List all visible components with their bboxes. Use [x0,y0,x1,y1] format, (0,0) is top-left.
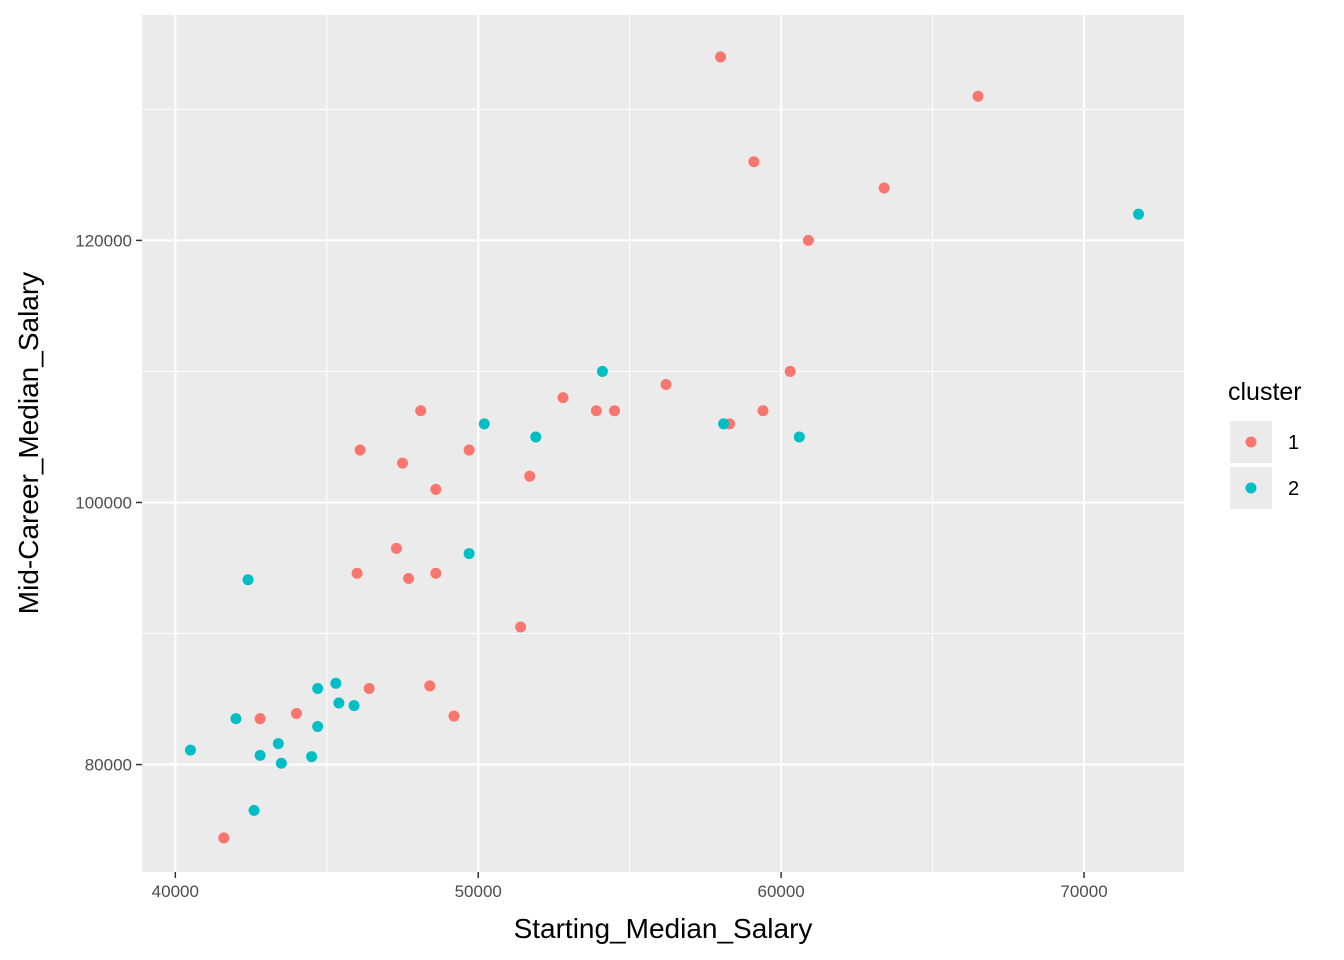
data-point-cluster-1 [430,483,442,495]
panel-background [142,15,1184,872]
data-point-cluster-2 [478,418,490,430]
y-tick-label: 120000 [75,231,132,250]
data-point-cluster-1 [557,392,569,404]
data-point-cluster-2 [530,431,542,443]
data-point-cluster-1 [524,470,536,482]
data-point-cluster-2 [312,683,324,695]
x-axis-title: Starting_Median_Salary [514,913,813,944]
y-axis: 80000 100000 120000 [75,231,142,775]
data-point-cluster-2 [348,700,360,712]
data-point-cluster-1 [351,567,363,579]
x-axis: 40000 50000 60000 70000 [152,872,1108,901]
data-point-cluster-1 [254,713,266,725]
data-points [184,51,1145,844]
x-tick-label: 60000 [757,882,804,901]
data-point-cluster-2 [793,431,805,443]
data-point-cluster-2 [275,757,287,769]
data-point-cluster-2 [330,677,342,689]
data-point-cluster-2 [312,721,324,733]
legend-label: 1 [1288,432,1299,454]
y-tick-label: 100000 [75,493,132,512]
data-point-cluster-2 [248,804,260,816]
data-point-cluster-1 [463,444,475,456]
y-tick-label: 80000 [85,756,132,775]
data-point-cluster-2 [254,749,266,761]
data-point-cluster-1 [784,365,796,377]
data-point-cluster-2 [272,738,284,750]
data-point-cluster-2 [463,548,475,560]
grid-minor [142,15,1184,872]
grid-major [142,15,1184,872]
data-point-cluster-1 [424,680,436,692]
data-point-cluster-1 [415,405,427,417]
data-point-cluster-2 [184,744,196,756]
data-point-cluster-1 [515,621,527,633]
x-tick-label: 40000 [152,882,199,901]
data-point-cluster-2 [596,365,608,377]
data-point-cluster-1 [660,379,672,391]
data-point-cluster-1 [430,567,442,579]
data-point-cluster-1 [802,234,814,246]
data-point-cluster-1 [448,710,460,722]
legend-label: 2 [1288,478,1299,500]
y-axis-title: Mid-Career_Median_Salary [13,272,44,614]
data-point-cluster-2 [1133,208,1145,220]
data-point-cluster-1 [748,156,760,168]
data-point-cluster-1 [403,572,415,584]
data-point-cluster-1 [590,405,602,417]
legend-key-cluster-1 [1245,436,1257,448]
data-point-cluster-2 [242,574,254,586]
data-point-cluster-1 [715,51,727,63]
data-point-cluster-1 [390,542,402,554]
data-point-cluster-1 [878,182,890,194]
data-point-cluster-2 [306,751,318,763]
data-point-cluster-2 [230,713,242,725]
data-point-cluster-2 [333,697,345,709]
x-tick-label: 50000 [455,882,502,901]
data-point-cluster-2 [718,418,730,430]
data-point-cluster-1 [290,707,302,719]
legend-title: cluster [1228,378,1302,406]
data-point-cluster-1 [363,683,375,695]
data-point-cluster-1 [397,457,408,469]
data-point-cluster-1 [218,832,230,844]
legend-items: 12 [1230,421,1299,509]
legend: cluster 12 [1228,378,1302,509]
data-point-cluster-1 [972,90,984,102]
data-point-cluster-1 [354,444,366,456]
legend-key-cluster-2 [1245,482,1257,494]
x-tick-label: 70000 [1060,882,1107,901]
data-point-cluster-1 [757,405,769,417]
data-point-cluster-1 [609,405,621,417]
